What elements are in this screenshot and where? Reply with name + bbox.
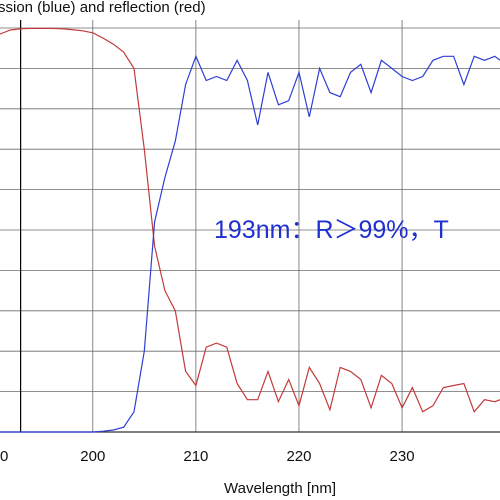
x-tick-label: 220 — [286, 448, 311, 465]
chart-title: ssion (blue) and reflection (red) — [0, 0, 206, 16]
x-tick-label: 230 — [390, 448, 415, 465]
series-line-reflection — [0, 27, 500, 413]
x-axis-label: Wavelength [nm] — [224, 480, 336, 497]
x-tick-label: 210 — [183, 448, 208, 465]
x-tick-label: 200 — [80, 448, 105, 465]
annotation-text: 193nm：R＞99%，T — [214, 216, 449, 244]
x-tick-labels: 0 200 210 220 230 — [0, 448, 415, 465]
series-line-transmission — [0, 54, 500, 433]
x-tick-label: 0 — [0, 448, 8, 465]
